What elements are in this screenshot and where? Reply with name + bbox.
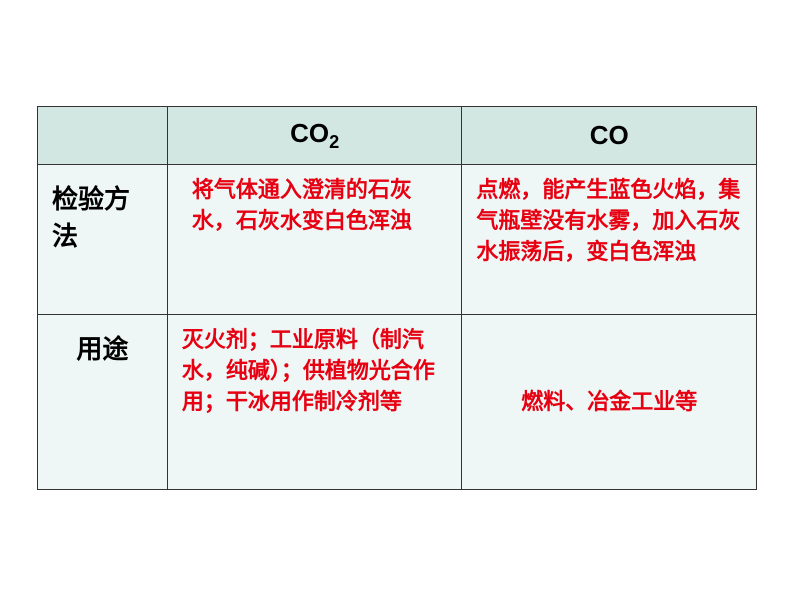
co2-label-subscript: 2 [329, 132, 339, 152]
cell-co-usage: 燃料、冶金工业等 [462, 315, 757, 490]
cell-co-test: 点燃，能产生蓝色火焰，集气瓶壁没有水雾，加入石灰水振荡后，变白色浑浊 [462, 165, 757, 315]
row-label-usage: 用途 [38, 315, 168, 490]
co2-label-prefix: CO [290, 118, 329, 148]
header-blank [38, 107, 168, 165]
table-header-row: CO2 CO [38, 107, 757, 165]
row-label-test-method: 检验方法 [38, 165, 168, 315]
header-co: CO [462, 107, 757, 165]
table-row: 检验方法 将气体通入澄清的石灰水，石灰水变白色浑浊 点燃，能产生蓝色火焰，集气瓶… [38, 165, 757, 315]
comparison-table-container: CO2 CO 检验方法 将气体通入澄清的石灰水，石灰水变白色浑浊 点燃，能产生蓝… [37, 106, 757, 490]
table-row: 用途 灭火剂；工业原料（制汽水，纯碱）；供植物光合作用；干冰用作制冷剂等 燃料、… [38, 315, 757, 490]
cell-co2-test: 将气体通入澄清的石灰水，石灰水变白色浑浊 [167, 165, 462, 315]
cell-co2-usage: 灭火剂；工业原料（制汽水，纯碱）；供植物光合作用；干冰用作制冷剂等 [167, 315, 462, 490]
comparison-table: CO2 CO 检验方法 将气体通入澄清的石灰水，石灰水变白色浑浊 点燃，能产生蓝… [37, 106, 757, 490]
header-co2: CO2 [167, 107, 462, 165]
